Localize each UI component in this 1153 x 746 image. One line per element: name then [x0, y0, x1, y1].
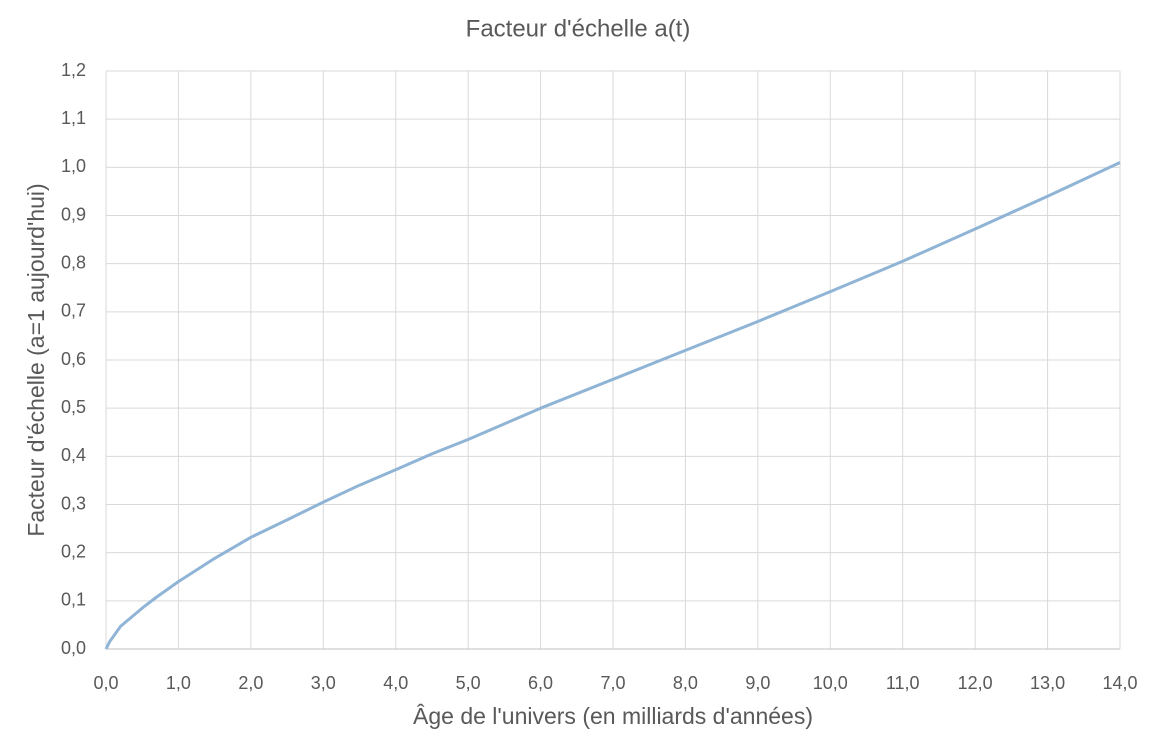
x-tick-label: 9,0	[745, 673, 770, 693]
x-tick-label: 6,0	[528, 673, 553, 693]
y-tick-label: 1,1	[61, 108, 86, 128]
x-tick-label: 14,0	[1102, 673, 1137, 693]
x-tick-label: 7,0	[600, 673, 625, 693]
x-tick-label: 8,0	[673, 673, 698, 693]
x-tick-label: 11,0	[886, 673, 920, 693]
x-tick-label: 5,0	[456, 673, 481, 693]
y-tick-label: 1,0	[61, 156, 86, 176]
y-tick-label: 0,6	[61, 349, 86, 369]
x-axis-label: Âge de l'univers (en milliards d'années)	[413, 703, 813, 729]
y-tick-label: 0,2	[61, 541, 86, 561]
y-axis-label: Facteur d'échelle (a=1 aujourd'hui)	[23, 183, 49, 536]
chart-title: Facteur d'échelle a(t)	[466, 15, 691, 42]
y-tick-label: 0,5	[61, 397, 86, 417]
y-tick-label: 0,8	[61, 252, 86, 272]
x-tick-label: 2,0	[238, 673, 263, 693]
x-tick-label: 13,0	[1030, 673, 1065, 693]
x-tick-label: 10,0	[813, 673, 848, 693]
y-tick-label: 0,7	[61, 301, 86, 321]
x-tick-label: 4,0	[383, 673, 408, 693]
y-tick-label: 0,3	[61, 493, 86, 513]
x-tick-label: 1,0	[166, 673, 191, 693]
x-tick-label: 0,0	[93, 673, 118, 693]
x-tick-label: 12,0	[958, 673, 993, 693]
y-tick-label: 0,1	[61, 590, 86, 610]
data-line	[104, 161, 1121, 650]
y-tick-label: 0,9	[61, 204, 86, 224]
y-tick-label: 1,2	[61, 60, 86, 80]
x-tick-label: 3,0	[311, 673, 336, 693]
y-tick-label: 0,0	[61, 638, 86, 658]
y-tick-label: 0,4	[61, 445, 86, 465]
